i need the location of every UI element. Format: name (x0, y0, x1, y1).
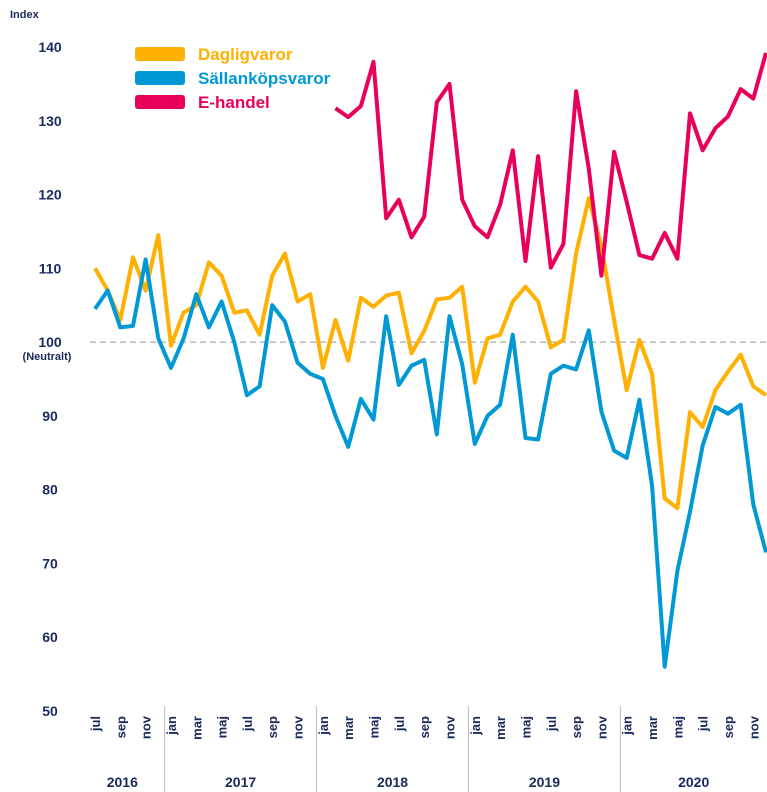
x-tick-label: mar (189, 716, 204, 740)
x-tick-label: sep (417, 716, 432, 738)
y-tick-label: 70 (42, 555, 58, 571)
x-tick-label: sep (569, 716, 584, 738)
y-axis-label: Index (10, 9, 40, 21)
y-tick-label: 100 (38, 334, 62, 350)
x-tick-label: mar (341, 716, 356, 740)
y-tick-label: 90 (42, 408, 58, 424)
x-tick-label: maj (215, 716, 230, 738)
x-tick-label: jan (316, 716, 331, 736)
x-tick-label: jul (240, 716, 255, 732)
y-tick-label: 80 (42, 482, 58, 498)
y-tick-label: 50 (42, 703, 58, 719)
series-line (93, 196, 767, 511)
legend-swatch (135, 47, 185, 61)
x-tick-label: nov (442, 715, 457, 739)
x-tick-label: maj (518, 716, 533, 738)
y-tick-label: 110 (39, 260, 62, 276)
x-tick-label: mar (493, 716, 508, 740)
x-tick-label: jul (544, 716, 559, 732)
x-tick-label: maj (367, 716, 382, 738)
x-group-label: 2020 (678, 774, 709, 790)
x-tick-label: maj (670, 716, 685, 738)
legend-label: Dagligvaror (198, 45, 293, 64)
x-tick-label: jan (468, 716, 483, 736)
x-group-label: 2019 (529, 774, 560, 790)
reference-label: (Neutralt) (23, 351, 72, 363)
x-tick-label: jul (696, 716, 711, 732)
x-tick-label: nov (139, 715, 154, 739)
x-tick-label: nov (746, 715, 761, 739)
y-tick-label: 60 (42, 629, 58, 645)
legend-swatch (135, 71, 185, 85)
series-line (93, 257, 767, 669)
x-tick-label: sep (113, 716, 128, 738)
x-tick-label: jul (392, 716, 407, 732)
x-tick-label: jul (88, 716, 103, 732)
x-tick-label: nov (594, 715, 609, 739)
x-group-label: 2016 (107, 774, 138, 790)
legend-label: E-handel (198, 93, 270, 112)
x-group-label: 2018 (377, 774, 408, 790)
x-tick-label: jan (620, 716, 635, 736)
legend-swatch (135, 95, 185, 109)
x-group-label: 2017 (225, 774, 256, 790)
series-line (334, 52, 767, 278)
x-tick-label: mar (645, 716, 660, 740)
x-tick-label: jan (164, 716, 179, 736)
x-tick-label: sep (265, 716, 280, 738)
y-tick-label: 120 (38, 187, 62, 203)
y-tick-label: 140 (38, 39, 62, 55)
x-tick-label: sep (721, 716, 736, 738)
legend-label: Sällanköpsvaror (198, 69, 331, 88)
y-tick-label: 130 (38, 113, 62, 129)
x-tick-label: nov (291, 715, 306, 739)
